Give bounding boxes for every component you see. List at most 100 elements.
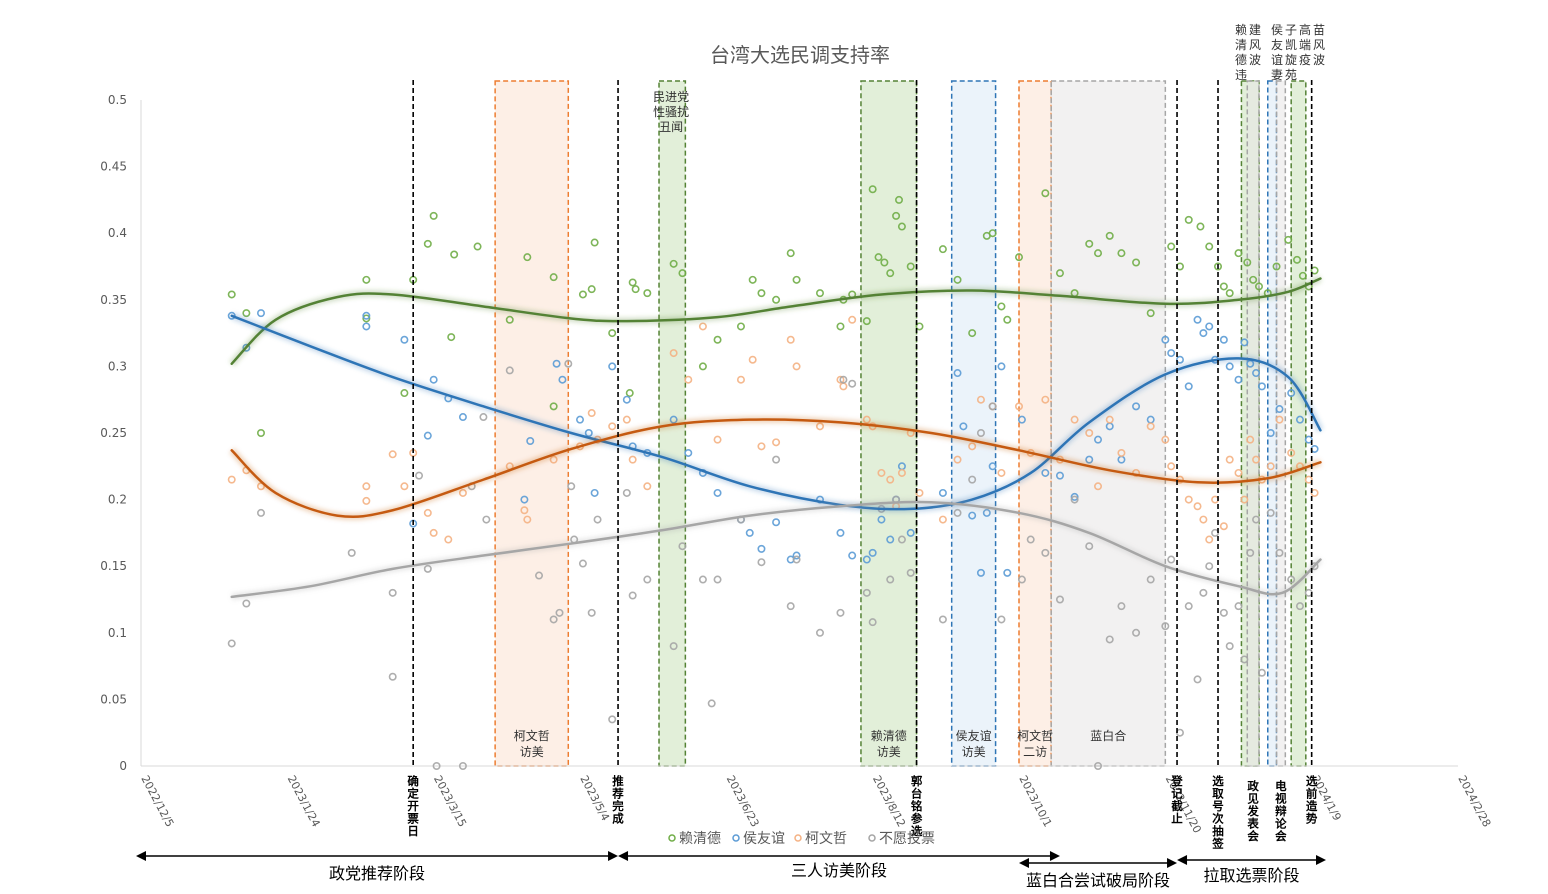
event-band [1018, 80, 1052, 767]
data-point [1167, 349, 1176, 358]
data-point [628, 455, 637, 464]
data-point [608, 715, 617, 724]
data-point [1219, 608, 1228, 617]
event-band-label: 蓝白合 [1090, 728, 1126, 743]
data-point [886, 535, 895, 544]
y-tick-label: 0.15 [100, 559, 127, 573]
data-point [1014, 402, 1023, 411]
data-point [836, 608, 845, 617]
data-point [549, 402, 558, 411]
data-point [938, 515, 947, 524]
event-band-label: 赖清德违建风波 [1235, 23, 1261, 82]
data-point [874, 253, 883, 262]
data-point [786, 335, 795, 344]
data-point [1161, 435, 1170, 444]
data-point [587, 608, 596, 617]
data-point [1234, 375, 1243, 384]
data-point [1003, 315, 1012, 324]
data-point [988, 402, 997, 411]
data-point [997, 468, 1006, 477]
data-point [608, 362, 617, 371]
phase-arrowhead [618, 851, 629, 861]
data-point [227, 639, 236, 648]
data-point [564, 359, 573, 368]
data-point [745, 528, 754, 537]
x-tick-label: 2023/8/12 [870, 773, 908, 829]
legend-label: 不愿投票 [879, 831, 935, 847]
data-point [772, 455, 781, 464]
x-tick-label: 2023/1/24 [285, 773, 323, 829]
data-point [444, 535, 453, 544]
data-point [1284, 235, 1293, 244]
data-point [1257, 668, 1266, 677]
data-point [578, 559, 587, 568]
event-band-label: 民进党性骚扰丑闻 [653, 89, 689, 134]
data-point [1085, 428, 1094, 437]
data-point [968, 475, 977, 484]
data-point [953, 369, 962, 378]
data-point [578, 290, 587, 299]
phase-label: 蓝白合尝试破局阶段 [1026, 871, 1170, 890]
data-point [1117, 249, 1126, 258]
data-point [1041, 548, 1050, 557]
data-point [877, 515, 886, 524]
event-line-label: 选前造势 [1306, 774, 1318, 826]
data-point [555, 608, 564, 617]
x-tick-label: 2024/2/28 [1455, 773, 1493, 829]
event-line-label: 选取号次抽签 [1211, 774, 1224, 851]
data-point [1161, 622, 1170, 631]
data-point [748, 275, 757, 284]
y-tick-label: 0.35 [100, 293, 127, 307]
data-point [242, 309, 251, 318]
event-line-label: 郭台铭参选 [910, 774, 923, 838]
data-point [1240, 495, 1249, 504]
data-point [1205, 562, 1214, 571]
event-band [1275, 80, 1287, 767]
phase-label: 政党推荐阶段 [329, 864, 425, 883]
data-point [1132, 258, 1141, 267]
data-point [736, 322, 745, 331]
data-point [1225, 642, 1234, 651]
data-point [684, 448, 693, 457]
data-point [997, 362, 1006, 371]
data-point [713, 335, 722, 344]
data-point [1070, 415, 1079, 424]
data-point [938, 245, 947, 254]
data-point [877, 468, 886, 477]
data-point [347, 548, 356, 557]
data-point [906, 568, 915, 577]
data-point [886, 575, 895, 584]
data-point [1234, 468, 1243, 477]
data-point [839, 382, 848, 391]
event-band-label: 侯友谊访美 [956, 728, 992, 759]
data-point [1266, 462, 1275, 471]
event-band-label: 电视辩论会 [1274, 779, 1287, 843]
phase-arrowhead [1316, 855, 1326, 865]
chart-title: 台湾大选民调支持率 [710, 43, 890, 67]
data-point [988, 462, 997, 471]
trend-line [230, 277, 1322, 365]
trend-line [230, 500, 1322, 599]
data-point [713, 488, 722, 497]
data-point [1146, 309, 1155, 318]
y-tick-label: 0.1 [108, 626, 127, 640]
legend-label: 侯友谊 [743, 831, 785, 847]
data-point [1266, 508, 1275, 517]
data-point [906, 262, 915, 271]
data-point [1295, 415, 1304, 424]
data-point [953, 275, 962, 284]
data-point [669, 349, 678, 358]
data-point [988, 229, 997, 238]
data-point [587, 285, 596, 294]
data-point [625, 389, 634, 398]
data-point [1295, 602, 1304, 611]
data-point [1243, 258, 1252, 267]
data-point [1017, 575, 1026, 584]
data-point [1272, 262, 1281, 271]
data-point [669, 259, 678, 268]
data-point [1252, 369, 1261, 378]
data-point [1246, 435, 1255, 444]
data-point [1275, 415, 1284, 424]
data-point [698, 362, 707, 371]
